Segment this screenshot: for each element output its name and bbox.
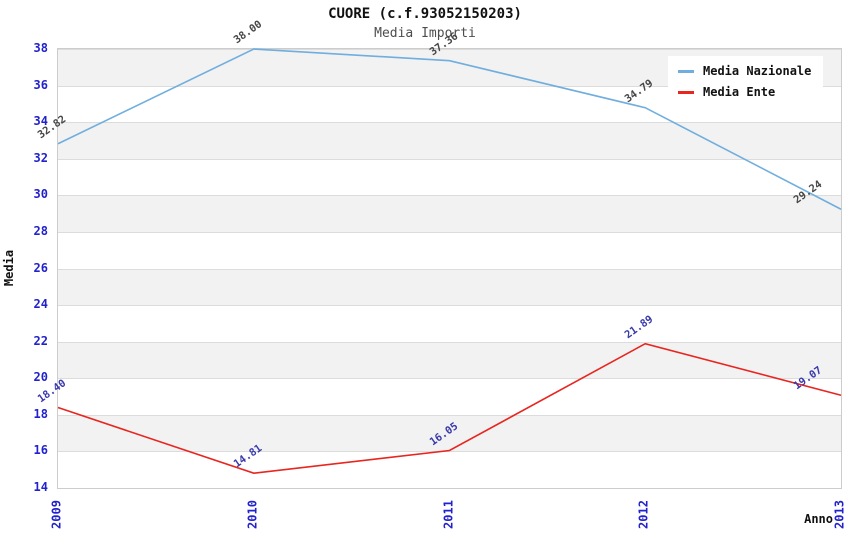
legend: Media Nazionale Media Ente	[668, 56, 824, 107]
plot-band	[58, 341, 841, 379]
x-tick-label: 2011	[441, 500, 455, 529]
legend-label: Media Nazionale	[703, 64, 812, 78]
x-tick-label: 2010	[245, 500, 260, 529]
x-tick-label: 2012	[636, 500, 651, 529]
series-lines	[57, 48, 842, 474]
plot-band	[58, 122, 841, 159]
y-tick-label: 20	[33, 370, 48, 385]
y-tick-label: 22	[33, 333, 48, 348]
y-tick-label: 36	[33, 77, 48, 92]
y-axis-title: Media	[2, 249, 16, 287]
y-tick-label: 18	[33, 406, 48, 421]
legend-line-icon	[678, 90, 694, 94]
plot-band	[58, 451, 841, 488]
x-axis-title: Anno	[804, 512, 833, 526]
plot-band	[58, 195, 841, 232]
plot-band	[58, 158, 841, 196]
chart-subtitle: Media Importi	[374, 26, 476, 41]
y-tick-label: 38	[33, 41, 48, 55]
x-tick-label: 2013	[832, 500, 847, 529]
legend-item-media-ente[interactable]: Media Ente	[678, 85, 811, 99]
y-tick-label: 34	[33, 114, 48, 129]
plot-band	[58, 231, 841, 269]
legend-label: Media Ente	[703, 85, 776, 99]
chart-title: CUORE (c.f.93052150203)	[328, 6, 522, 22]
y-tick-label: 28	[33, 223, 48, 238]
y-tick-label: 30	[33, 187, 48, 202]
legend-item-media-nazionale[interactable]: Media Nazionale	[678, 64, 811, 78]
x-tick-label: 2009	[49, 500, 64, 529]
plot-area: 32.82 38.00 37.36 34.79 29.24 18.40 14.81 16.05…	[36, 18, 842, 489]
plot-band	[58, 305, 841, 342]
plot-band	[58, 414, 841, 452]
plot-band	[58, 378, 841, 415]
y-tick-label: 16	[33, 443, 48, 458]
line-media-ente	[57, 342, 842, 474]
legend-line-icon	[678, 69, 694, 73]
y-tick-label: 24	[33, 297, 48, 312]
y-tick-label: 14	[33, 480, 48, 494]
y-tick-label: 32	[33, 150, 48, 165]
y-tick-label: 26	[33, 260, 48, 275]
plot-band	[58, 268, 841, 306]
line-media-nazionale	[57, 48, 842, 210]
